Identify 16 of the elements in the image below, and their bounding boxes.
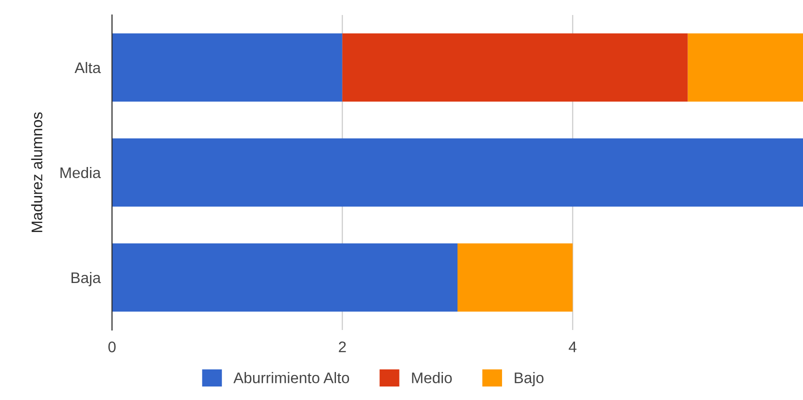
bar xyxy=(112,243,458,312)
legend-label: Aburrimiento Alto xyxy=(233,372,350,384)
y-tick-label: Media xyxy=(60,166,101,178)
bar xyxy=(688,33,803,102)
legend-label: Medio xyxy=(412,372,452,384)
y-tick-label: Alta xyxy=(74,62,101,74)
y-tick-label: Baja xyxy=(72,272,101,286)
x-tick-label: 2 xyxy=(338,342,346,352)
x-tick-label: 4 xyxy=(568,342,576,352)
x-tick-label: 0 xyxy=(108,342,116,352)
bar xyxy=(112,138,803,207)
bar xyxy=(458,243,573,312)
bar xyxy=(342,33,688,102)
y-axis-title: Madurez alumnos xyxy=(31,112,42,232)
bar xyxy=(112,33,342,102)
legend-label: Bajo xyxy=(514,372,544,386)
